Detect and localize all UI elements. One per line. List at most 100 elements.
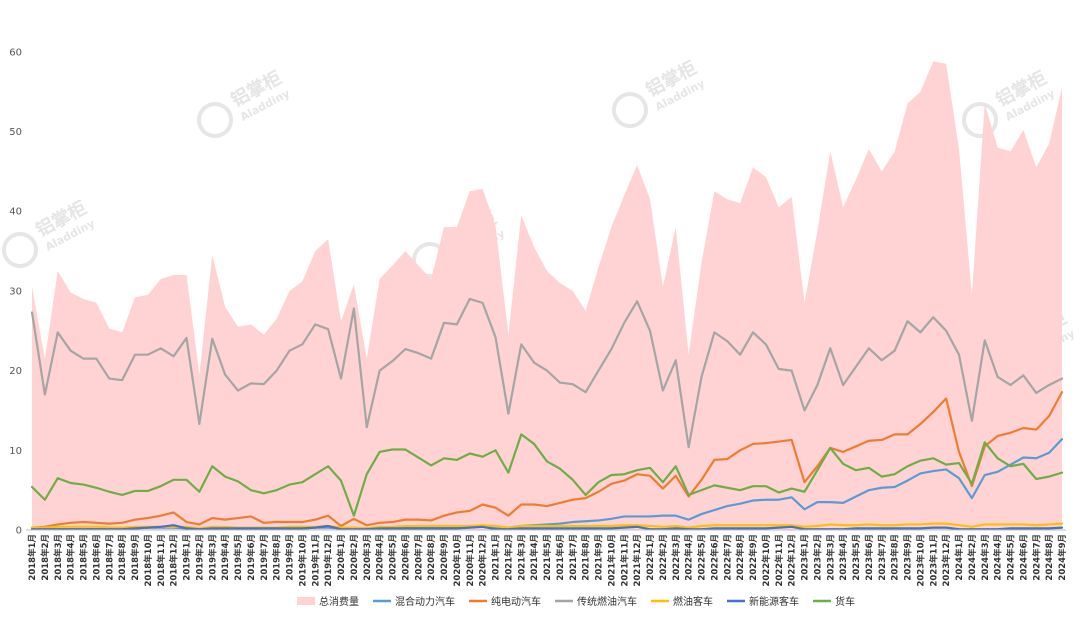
legend: 总消费量 混合动力汽车 纯电动汽车 传统燃油汽车 燃油客车 新能源客车 货车 [297, 595, 855, 608]
x-tick-label: 2021年1月 [491, 534, 502, 581]
x-tick-label: 2022年6月 [709, 534, 720, 581]
x-tick-label: 2023年9月 [903, 534, 914, 581]
x-tick-label: 2018年10月 [143, 534, 154, 587]
x-tick-label: 2024年1月 [954, 534, 965, 581]
legend-label: 总消费量 [319, 595, 359, 608]
y-axis: 0 10 20 30 40 50 60 [9, 47, 1066, 537]
x-tick-label: 2021年4月 [529, 534, 540, 581]
x-tick-label: 2024年6月 [1018, 534, 1029, 581]
x-tick-label: 2018年12月 [169, 534, 180, 587]
x-tick-label: 2024年5月 [1006, 534, 1017, 581]
y-tick-label: 30 [9, 286, 22, 297]
legend-item[interactable]: 混合动力汽车 [373, 595, 455, 608]
legend-swatch [297, 597, 315, 605]
x-tick-label: 2022年9月 [748, 534, 759, 581]
x-tick-label: 2019年4月 [220, 534, 231, 581]
x-tick-label: 2022年1月 [645, 534, 656, 581]
legend-item[interactable]: 新能源客车 [727, 595, 799, 608]
y-tick-label: 20 [9, 366, 22, 377]
x-tick-label: 2018年5月 [79, 534, 90, 581]
x-tick-label: 2018年7月 [104, 534, 115, 581]
x-tick-label: 2022年2月 [658, 534, 669, 581]
x-tick-label: 2021年8月 [581, 534, 592, 581]
x-tick-label: 2019年2月 [194, 534, 205, 581]
x-tick-label: 2023年5月 [851, 534, 862, 581]
y-tick-label: 60 [9, 47, 22, 58]
x-tick-label: 2021年7月 [568, 534, 579, 581]
x-tick-label: 2023年11月 [928, 534, 939, 587]
x-tick-label: 2021年10月 [606, 534, 617, 587]
x-tick-label: 2018年4月 [66, 534, 77, 581]
x-tick-label: 2023年6月 [864, 534, 875, 581]
watermark-logo-icon [1, 232, 38, 268]
legend-label: 新能源客车 [749, 595, 799, 608]
legend-label: 货车 [835, 595, 855, 608]
x-tick-label: 2019年11月 [310, 534, 321, 587]
y-tick-label: 10 [9, 446, 22, 457]
y-tick-label: 40 [9, 207, 22, 218]
x-tick-label: 2019年1月 [182, 534, 193, 581]
x-tick-label: 2021年11月 [619, 534, 630, 587]
x-tick-label: 2024年4月 [993, 534, 1004, 581]
x-tick-label: 2018年2月 [40, 534, 51, 581]
x-tick-label: 2020年5月 [388, 534, 399, 581]
series-line-新能源客车 [30, 524, 1064, 531]
x-tick-label: 2019年3月 [207, 534, 218, 581]
legend-label: 纯电动汽车 [491, 595, 541, 608]
series-line-纯电动汽车 [30, 391, 1064, 529]
legend-item[interactable]: 总消费量 [297, 595, 359, 608]
line-layer [30, 297, 1064, 531]
x-tick-label: 2022年7月 [722, 534, 733, 581]
series-line-传统燃油汽车 [30, 297, 1064, 449]
x-tick-label: 2020年10月 [452, 534, 463, 587]
x-tick-label: 2020年4月 [375, 534, 386, 581]
x-tick-label: 2024年9月 [1057, 534, 1068, 581]
x-tick-label: 2018年3月 [53, 534, 64, 581]
x-tick-label: 2019年5月 [233, 534, 244, 581]
x-tick-label: 2020年7月 [413, 534, 424, 581]
x-tick-label: 2023年7月 [877, 534, 888, 581]
legend-item[interactable]: 货车 [813, 595, 855, 608]
x-tick-label: 2024年2月 [967, 534, 978, 581]
x-tick-label: 2023年2月 [812, 534, 823, 581]
area-layer [32, 61, 1062, 530]
x-tick-label: 2022年4月 [684, 534, 695, 581]
x-tick-label: 2022年8月 [735, 534, 746, 581]
watermark-logo-icon [962, 102, 998, 138]
legend-item[interactable]: 纯电动汽车 [469, 595, 541, 608]
x-tick-label: 2019年12月 [323, 534, 334, 587]
x-tick-label: 2019年9月 [285, 534, 296, 581]
x-tick-label: 2018年8月 [117, 534, 128, 581]
x-tick-label: 2019年8月 [272, 534, 283, 581]
x-tick-label: 2021年6月 [555, 534, 566, 581]
x-tick-label: 2021年5月 [542, 534, 553, 581]
x-tick-label: 2020年1月 [336, 534, 347, 581]
x-tick-label: 2018年1月 [27, 534, 38, 581]
x-tick-label: 2021年12月 [632, 534, 643, 587]
x-tick-label: 2023年12月 [941, 534, 952, 587]
watermark-logo-icon [197, 102, 233, 138]
x-tick-label: 2023年8月 [890, 534, 901, 581]
x-tick-label: 2023年3月 [825, 534, 836, 581]
x-tick-label: 2020年12月 [478, 534, 489, 587]
x-tick-label: 2018年6月 [91, 534, 102, 581]
series-area-总消费量 [32, 61, 1062, 530]
x-tick-label: 2022年10月 [761, 534, 772, 587]
x-tick-label: 2019年10月 [297, 534, 308, 587]
x-tick-label: 2019年7月 [259, 534, 270, 581]
legend-label: 传统燃油汽车 [577, 595, 637, 608]
x-tick-label: 2020年9月 [439, 534, 450, 581]
legend-item[interactable]: 燃油客车 [651, 595, 713, 608]
legend-item[interactable]: 传统燃油汽车 [555, 595, 637, 608]
x-tick-label: 2020年2月 [349, 534, 360, 581]
x-tick-label: 2024年7月 [1031, 534, 1042, 581]
watermark-logo-icon [612, 92, 648, 128]
x-tick-label: 2020年3月 [362, 534, 373, 581]
x-tick-label: 2020年11月 [465, 534, 476, 587]
x-tick-label: 2021年9月 [594, 534, 605, 581]
